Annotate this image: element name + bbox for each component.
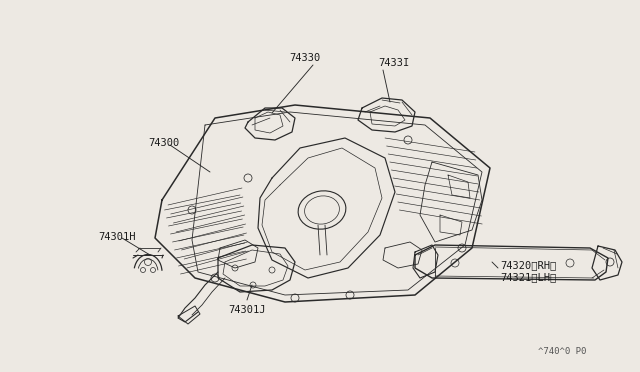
Text: 74301H: 74301H xyxy=(98,232,136,242)
Text: 74321〈LH〉: 74321〈LH〉 xyxy=(500,272,556,282)
Text: ^740^0 P0: ^740^0 P0 xyxy=(538,347,586,356)
Text: 7433I: 7433I xyxy=(378,58,409,68)
Text: 74320〈RH〉: 74320〈RH〉 xyxy=(500,260,556,270)
Text: 74330: 74330 xyxy=(289,53,321,63)
Text: 74301J: 74301J xyxy=(228,305,266,315)
Text: 74300: 74300 xyxy=(148,138,179,148)
